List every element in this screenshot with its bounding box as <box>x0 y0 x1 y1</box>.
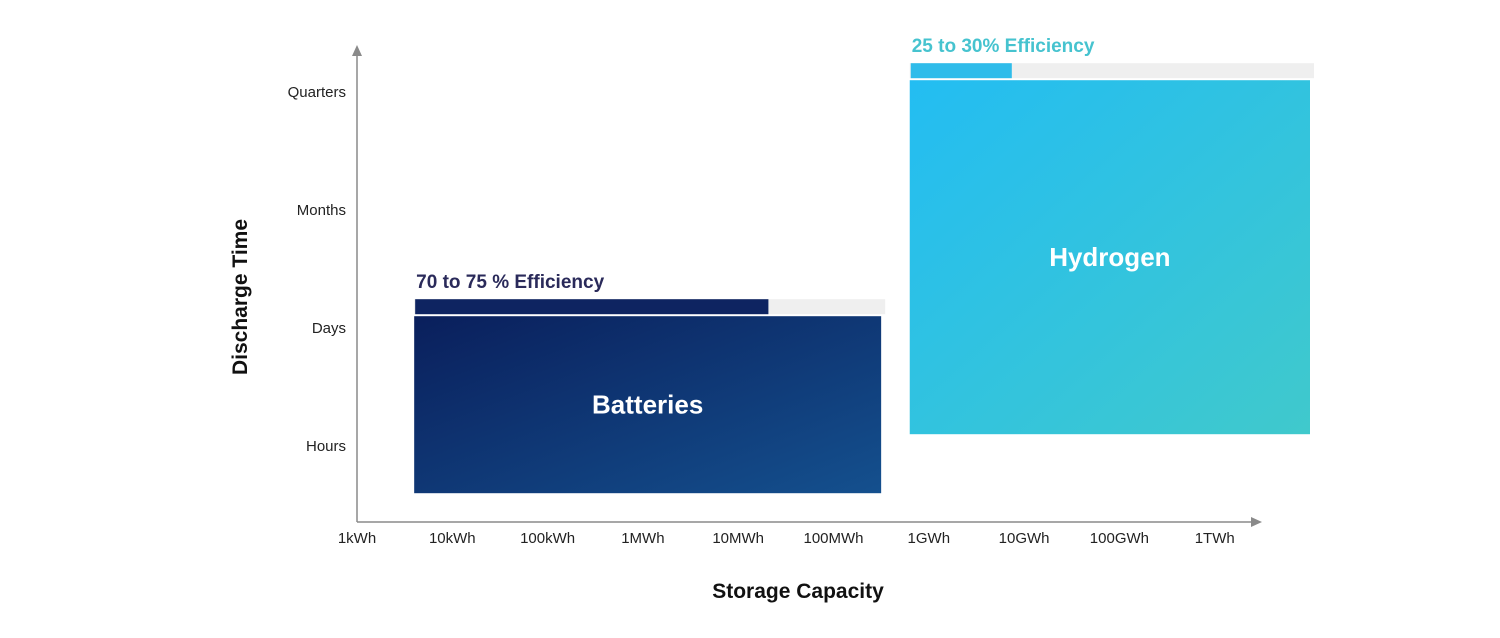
y-tick-label: Days <box>312 320 346 337</box>
hydrogen-efficiency-bar <box>910 63 1012 79</box>
hydrogen-block <box>909 80 1310 435</box>
x-axis-title: Storage Capacity <box>712 580 884 603</box>
hydrogen-label: Hydrogen <box>1049 242 1170 272</box>
batteries-efficiency-bar <box>415 299 769 315</box>
y-tick-label: Months <box>297 202 346 219</box>
batteries-label: Batteries <box>592 390 703 420</box>
y-axis-arrow <box>352 45 362 56</box>
x-axis-arrow <box>1251 517 1262 527</box>
x-tick-label: 100MWh <box>803 530 863 547</box>
x-tick-label: 1GWh <box>908 530 951 547</box>
x-tick-label: 1TWh <box>1195 530 1235 547</box>
x-tick-label: 1MWh <box>621 530 664 547</box>
x-tick-label: 1kWh <box>338 530 376 547</box>
batteries-efficiency-label: 70 to 75 % Efficiency <box>416 272 604 293</box>
hydrogen-efficiency-label: 25 to 30% Efficiency <box>912 36 1095 57</box>
x-tick-label: 100GWh <box>1090 530 1149 547</box>
x-tick-label: 100kWh <box>520 530 575 547</box>
x-tick-label: 10GWh <box>999 530 1050 547</box>
batteries-block <box>414 316 882 494</box>
y-tick-label: Hours <box>306 438 346 455</box>
y-axis-title: Discharge Time <box>229 219 252 375</box>
x-tick-label: 10MWh <box>712 530 764 547</box>
y-tick-label: Quarters <box>288 84 346 101</box>
x-tick-label: 10kWh <box>429 530 476 547</box>
